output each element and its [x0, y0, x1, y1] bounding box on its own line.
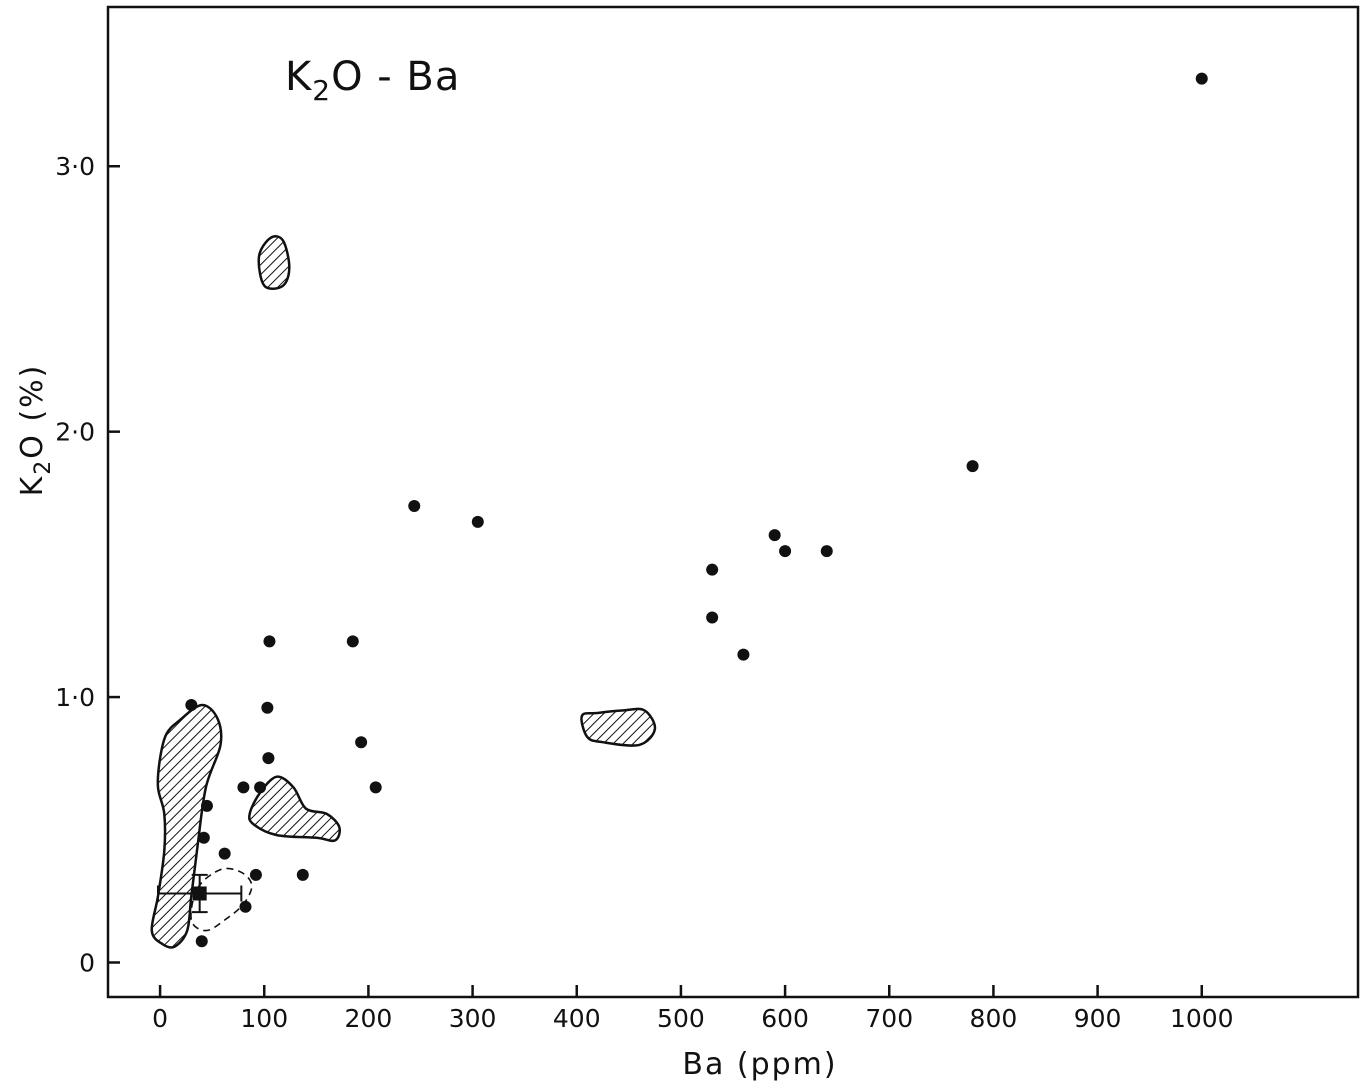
data-point [197, 831, 210, 844]
x-axis-title: Ba (ppm) [682, 1047, 837, 1082]
x-tick-label: 1000 [1170, 1004, 1234, 1033]
chart-title: K2O - Ba [285, 54, 460, 107]
chart-title-rest: O - Ba [331, 54, 460, 100]
y-axis-title-subscript: 2 [31, 459, 56, 475]
y-tick-label: 0 [79, 948, 95, 977]
data-point [779, 545, 792, 558]
x-tick-label: 800 [970, 1004, 1018, 1033]
data-point [346, 635, 359, 648]
data-point [737, 648, 750, 661]
point-layer [185, 72, 1208, 948]
x-tick-label: 600 [761, 1004, 809, 1033]
data-point [249, 868, 262, 881]
data-point [369, 781, 382, 794]
data-point [355, 736, 368, 749]
data-point [218, 847, 231, 860]
data-point [239, 900, 252, 913]
mean-error-bar [157, 873, 243, 914]
x-tick-label: 300 [449, 1004, 497, 1033]
hatched-region-2 [580, 707, 657, 747]
chart-title-main: K [285, 54, 313, 100]
data-point [966, 460, 979, 473]
data-point [296, 868, 309, 881]
data-point [185, 699, 198, 712]
data-point [237, 781, 250, 794]
x-tick-label: 200 [345, 1004, 393, 1033]
y-tick-label: 1·0 [55, 683, 95, 712]
y-axis-title: K2O (%) [15, 364, 56, 497]
hatched-region-4 [150, 703, 223, 949]
data-point [262, 752, 275, 765]
y-tick-label: 3·0 [55, 152, 95, 181]
data-point [254, 781, 267, 794]
data-point [471, 515, 484, 528]
x-tick-label: 700 [865, 1004, 913, 1033]
data-point [261, 701, 274, 714]
x-tick-label: 400 [553, 1004, 601, 1033]
hatched-region-1 [257, 235, 291, 290]
plot-frame [106, 5, 1360, 999]
chart-title-subscript: 2 [312, 74, 331, 107]
y-axis-title-main: K [15, 475, 50, 497]
mean-point-square [192, 886, 207, 901]
x-tick-label: 500 [657, 1004, 705, 1033]
tick-layer: 0 100 200 300 400 500 600 700 800 900 1000 0 1·0 2·0 3… [55, 152, 1233, 1033]
data-point [706, 611, 719, 624]
data-point [820, 545, 833, 558]
region-layer [150, 235, 657, 949]
x-tick-label: 900 [1074, 1004, 1122, 1033]
data-point [706, 563, 719, 576]
data-point [195, 935, 208, 948]
data-point [1195, 72, 1208, 85]
y-axis-title-rest: O (%) [15, 364, 50, 459]
data-point [408, 499, 421, 512]
data-point [200, 799, 213, 812]
data-point [263, 635, 276, 648]
data-point [768, 529, 781, 542]
y-tick-label: 2·0 [55, 418, 95, 447]
x-tick-label: 0 [152, 1004, 168, 1033]
x-tick-label: 100 [240, 1004, 288, 1033]
hatched-region-3 [247, 775, 341, 843]
